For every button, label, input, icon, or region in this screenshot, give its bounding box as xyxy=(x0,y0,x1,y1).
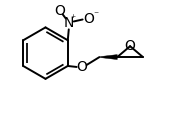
Text: O: O xyxy=(54,4,65,18)
Text: ⁺: ⁺ xyxy=(71,14,76,24)
Text: O: O xyxy=(83,13,94,26)
Text: N: N xyxy=(64,16,74,30)
Polygon shape xyxy=(100,55,117,60)
Text: O: O xyxy=(76,60,87,74)
Text: ⁻: ⁻ xyxy=(93,10,98,20)
Text: O: O xyxy=(125,39,136,53)
